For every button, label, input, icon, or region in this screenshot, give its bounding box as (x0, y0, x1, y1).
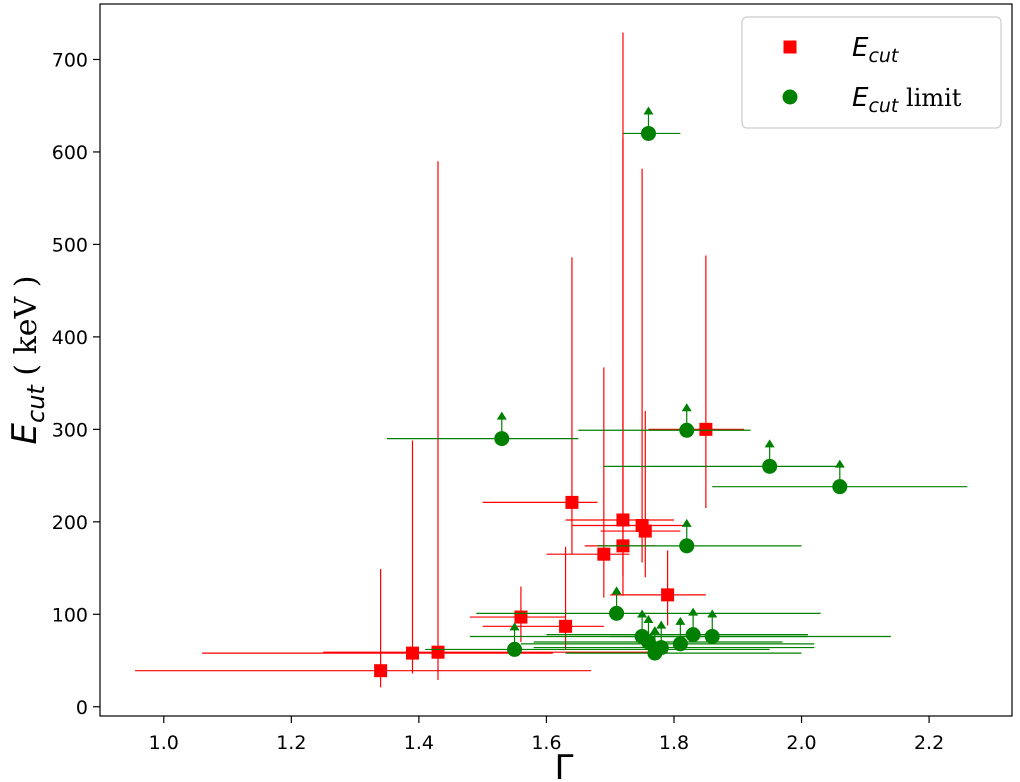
data-point (431, 645, 445, 659)
y-tick-label: 400 (52, 327, 88, 349)
legend-subscript: cut (868, 95, 899, 117)
y-axis-subscript: cut (22, 384, 50, 423)
limit-arrow-head (707, 609, 718, 618)
data-point (762, 458, 778, 474)
legend-marker-ecut (783, 40, 797, 54)
limit-arrow-head (764, 439, 775, 448)
data-point (507, 641, 523, 657)
limit-arrow-head (649, 626, 660, 635)
x-tick-label: 1.0 (149, 732, 179, 754)
legend-suffix: limit (898, 84, 961, 112)
x-tick-label: 2.2 (914, 732, 944, 754)
y-tick-label: 500 (52, 234, 88, 256)
legend-symbol: E (852, 83, 869, 113)
legend-label: Ecut (852, 33, 900, 67)
x-axis-title: Γ (555, 748, 574, 782)
y-tick-label: 0 (76, 697, 88, 719)
limit-arrow-head (656, 620, 667, 629)
data-point (640, 634, 656, 650)
limit-arrow-head (675, 616, 686, 625)
limit-arrow-head (643, 615, 654, 624)
data-point (616, 513, 630, 527)
y-tick-label: 100 (52, 604, 88, 626)
limit-arrow-head (496, 411, 507, 420)
legend-label: Ecut limit (852, 83, 962, 117)
limit-arrow-head (681, 518, 692, 527)
limit-arrow-head (681, 403, 692, 412)
legend-box (741, 16, 1002, 129)
data-point (406, 646, 420, 660)
x-tick-label: 1.4 (404, 732, 434, 754)
legend-subscript: cut (868, 45, 899, 67)
data-point (653, 640, 669, 656)
data-point (374, 664, 388, 678)
limit-arrow-head (637, 609, 648, 618)
x-tick-label: 1.2 (276, 732, 306, 754)
data-point (661, 588, 675, 602)
y-tick-label: 700 (52, 49, 88, 71)
plot-area (135, 32, 968, 688)
axes: 1.0 1.2 1.4 1.6 1.8 2.0 2.2 0 100 200 300 400 500 600… (5, 3, 1013, 782)
x-tick-label: 1.8 (659, 732, 689, 754)
data-point (640, 125, 656, 141)
x-tick-label: 2.0 (786, 732, 816, 754)
data-point (704, 628, 720, 644)
legend-symbol: E (852, 33, 869, 63)
limit-arrow-head (688, 607, 699, 616)
data-point (685, 627, 701, 643)
y-axis-symbol: E (5, 422, 45, 444)
y-axis-unit: ( keV ) (9, 276, 44, 386)
limit-arrow-head (834, 459, 845, 468)
data-point (672, 636, 688, 652)
data-point (514, 610, 528, 624)
y-tick-label: 300 (52, 419, 88, 441)
limit-arrow-head (509, 622, 520, 631)
y-axis-title: Ecut ( keV ) (5, 276, 50, 445)
y-tick-label: 200 (52, 512, 88, 534)
data-point (832, 479, 848, 495)
data-point (609, 605, 625, 621)
data-point (679, 422, 695, 438)
data-point (559, 619, 573, 633)
limit-arrow-head (643, 106, 654, 115)
data-point (699, 422, 713, 436)
limit-arrow-head (611, 586, 622, 595)
y-tick-label: 600 (52, 142, 88, 164)
series-ecut-limit (386, 106, 968, 661)
data-point (565, 495, 579, 509)
data-point (638, 524, 652, 538)
plot-frame (99, 3, 1013, 717)
legend-marker-ecut-limit (782, 89, 798, 105)
x-tick-label: 1.6 (531, 732, 561, 754)
data-point (679, 538, 695, 554)
data-point (597, 547, 611, 561)
data-point (494, 431, 510, 447)
